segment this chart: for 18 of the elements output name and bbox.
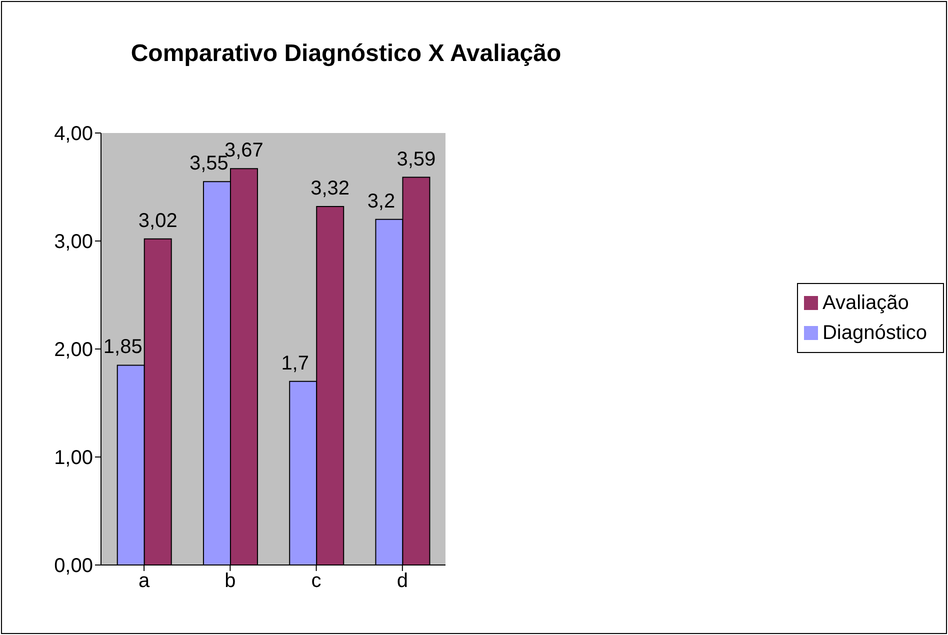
- data-label: 3,59: [396, 148, 436, 170]
- y-tick-label: 0,00: [54, 555, 93, 578]
- y-tick-label: 2,00: [54, 339, 93, 362]
- y-tick-label: 1,00: [54, 447, 93, 470]
- y-tick-label: 3,00: [54, 231, 93, 254]
- x-tick-label: c: [311, 570, 322, 592]
- data-label: 1,85: [103, 336, 142, 358]
- x-tick-label: d: [396, 570, 408, 592]
- data-label: 3,2: [367, 190, 396, 212]
- data-label: 3,02: [138, 210, 178, 232]
- data-label: 3,32: [310, 177, 350, 200]
- data-label: 1,7: [281, 352, 310, 374]
- legend-label: Avaliação: [822, 292, 909, 314]
- chart-title: Comparativo Diagnóstico X Avaliação: [130, 40, 562, 68]
- legend-label: Diagnóstico: [822, 322, 927, 344]
- x-tick-label: a: [138, 570, 150, 592]
- y-tick-label: 4,00: [54, 123, 93, 146]
- x-tick-label: b: [224, 570, 236, 592]
